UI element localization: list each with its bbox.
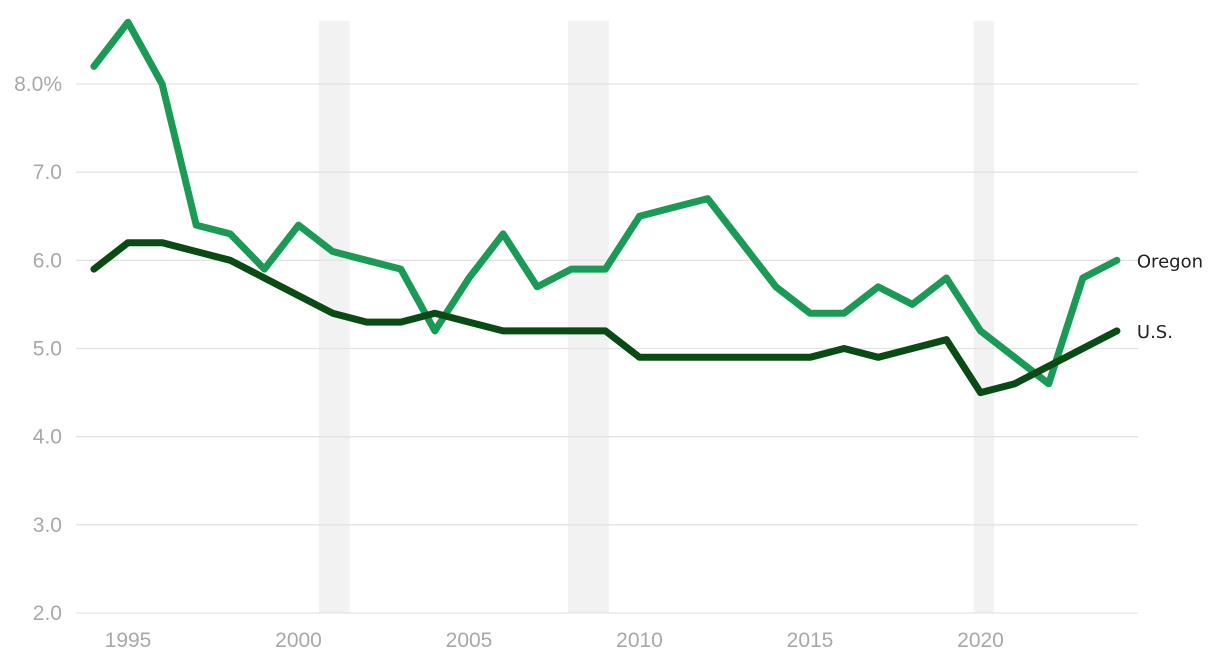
series-lines <box>90 18 1121 397</box>
y-tick-label: 8.0% <box>14 73 62 96</box>
x-tick-label: 1995 <box>105 629 152 652</box>
y-tick-label: 6.0 <box>33 249 62 272</box>
series-line-oregon <box>90 18 1121 388</box>
x-tick-label: 2020 <box>957 629 1004 652</box>
series-label-u-s: U.S. <box>1137 322 1173 343</box>
y-tick-label: 3.0 <box>33 514 62 537</box>
x-axis-ticks: 1995 2000 2005 2010 2015 2020 <box>105 629 1004 652</box>
y-axis-ticks: 2.0 3.0 4.0 5.0 6.0 7.0 8.0% <box>14 73 62 625</box>
x-tick-label: 2010 <box>616 629 663 652</box>
series-labels: Oregon U.S. <box>1137 251 1203 343</box>
recession-band-3 <box>973 21 995 613</box>
y-tick-label: 2.0 <box>33 602 62 625</box>
x-tick-label: 2005 <box>446 629 493 652</box>
y-tick-label: 5.0 <box>33 338 62 361</box>
y-tick-label: 4.0 <box>33 426 62 449</box>
recession-band-2 <box>567 21 609 613</box>
y-tick-label: 7.0 <box>33 161 62 184</box>
x-tick-label: 2015 <box>787 629 834 652</box>
x-tick-label: 2000 <box>275 629 322 652</box>
series-line-u-s <box>90 239 1121 397</box>
series-label-oregon: Oregon <box>1137 251 1203 272</box>
gridlines <box>76 83 1138 614</box>
recession-bands <box>318 21 995 613</box>
